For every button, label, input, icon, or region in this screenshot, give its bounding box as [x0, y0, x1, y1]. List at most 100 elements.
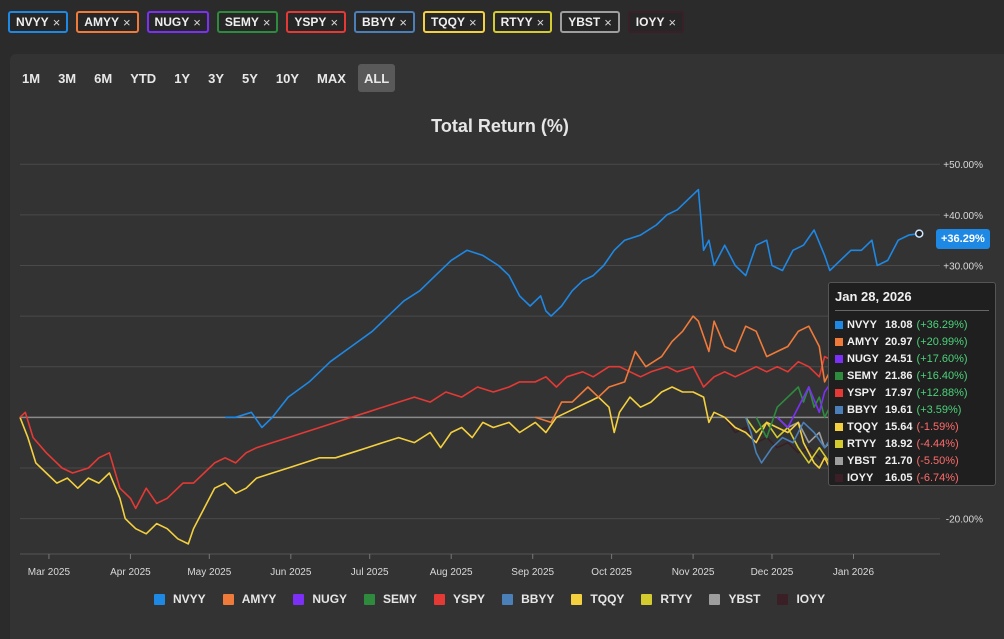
ticker-chip-amyy[interactable]: AMYY ×: [76, 11, 139, 33]
tooltip-change: (+17.60%): [916, 352, 968, 365]
tooltip-ticker: SEMY: [847, 369, 879, 382]
tooltip-swatch: [835, 405, 843, 414]
ticker-chip-label: NVYY: [16, 15, 49, 29]
legend-swatch: [641, 593, 653, 605]
legend-item-nvyy[interactable]: NVYY: [154, 592, 206, 606]
last-point-marker: [914, 229, 924, 238]
y-tick-label: +50.00%: [943, 160, 983, 171]
ticker-chip-semy[interactable]: SEMY ×: [216, 11, 279, 33]
series-line-amyy[interactable]: [535, 310, 888, 424]
tooltip-change: (+12.88%): [916, 386, 968, 399]
remove-ticker-icon[interactable]: ×: [468, 14, 477, 30]
range-button-5y[interactable]: 5Y: [242, 70, 258, 86]
chart-title: Total Return (%): [431, 116, 569, 136]
x-tick-label: Jan 2026: [833, 567, 875, 578]
range-button-max[interactable]: MAX: [317, 70, 346, 86]
legend-item-ybst[interactable]: YBST: [709, 592, 760, 606]
series-line-yspy[interactable]: [19, 350, 889, 510]
legend-swatch: [293, 593, 305, 605]
legend-label: SEMY: [383, 592, 418, 606]
x-tick-label: Jun 2025: [270, 567, 312, 578]
y-tick-label: +40.00%: [943, 211, 983, 222]
legend-item-amyy[interactable]: AMYY: [222, 592, 276, 606]
ticker-chip-label: BBYY: [362, 15, 396, 29]
tooltip-row-tqqy: TQQY 15.64 (-1.59%): [835, 418, 989, 435]
range-button-6m[interactable]: 6M: [94, 70, 113, 86]
range-button-3y[interactable]: 3Y: [208, 70, 224, 86]
remove-ticker-icon[interactable]: ×: [668, 14, 677, 30]
legend-item-tqqy[interactable]: TQQY: [571, 592, 624, 606]
remove-ticker-icon[interactable]: ×: [604, 14, 612, 30]
chart-legend: NVYY AMYY NUGY SEMY YSPY BBYY TQQY RTYY YBST IOYY: [154, 592, 842, 606]
ticker-chip-rtyy[interactable]: RTYY ×: [492, 11, 553, 33]
legend-label: RTYY: [660, 592, 693, 606]
tooltip-row-nugy: NUGY 24.51 (+17.60%): [835, 350, 989, 367]
legend-item-bbyy[interactable]: BBYY: [502, 592, 554, 606]
legend-swatch: [777, 593, 789, 605]
remove-ticker-icon[interactable]: ×: [330, 14, 339, 30]
series-line-tqqy[interactable]: [19, 386, 888, 545]
ticker-chip-label: TQQY: [430, 15, 465, 29]
remove-ticker-icon[interactable]: ×: [193, 14, 201, 30]
y-tick-label: +30.00%: [943, 261, 983, 272]
remove-ticker-icon[interactable]: ×: [536, 14, 545, 30]
tooltip-value: 19.61: [885, 403, 913, 416]
legend-label: NUGY: [312, 592, 348, 606]
x-tick-label: Jul 2025: [351, 567, 389, 578]
tooltip-value: 17.97: [885, 386, 913, 399]
ticker-chip-label: SEMY: [224, 15, 259, 29]
ticker-chip-bbyy[interactable]: BBYY ×: [354, 11, 415, 33]
tooltip-swatch: [835, 388, 843, 397]
range-button-10y[interactable]: 10Y: [275, 70, 300, 86]
ticker-chip-ybst[interactable]: YBST ×: [560, 11, 620, 33]
x-tick-label: Sep 2025: [511, 567, 554, 578]
legend-label: NVYY: [173, 592, 206, 606]
ticker-chip-label: IOYY: [635, 15, 665, 29]
tooltip-change: (-6.74%): [916, 471, 959, 484]
legend-swatch: [571, 593, 583, 605]
legend-label: YBST: [728, 592, 761, 606]
range-button-ytd[interactable]: YTD: [130, 70, 157, 86]
range-button-3m[interactable]: 3M: [58, 70, 77, 86]
remove-ticker-icon[interactable]: ×: [52, 14, 61, 30]
tooltip-row-rtyy: RTYY 18.92 (-4.44%): [835, 435, 989, 452]
ticker-chip-yspy[interactable]: YSPY ×: [286, 11, 347, 33]
legend-swatch: [222, 593, 234, 605]
legend-item-yspy[interactable]: YSPY: [434, 592, 485, 606]
ticker-chip-nvyy[interactable]: NVYY ×: [8, 11, 69, 33]
legend-label: BBYY: [521, 592, 555, 606]
ticker-chip-label: RTYY: [500, 15, 533, 29]
range-button-1y[interactable]: 1Y: [174, 70, 191, 86]
remove-ticker-icon[interactable]: ×: [399, 14, 407, 30]
tooltip-change: (-4.44%): [916, 437, 959, 450]
tooltip-row-nvyy: NVYY 18.08 (+36.29%): [835, 316, 989, 333]
tooltip-swatch: [835, 439, 843, 448]
legend-label: TQQY: [590, 592, 625, 606]
tooltip-ticker: NVYY: [847, 318, 877, 331]
ticker-chip-nugy[interactable]: NUGY ×: [146, 11, 209, 33]
legend-item-semy[interactable]: SEMY: [364, 592, 417, 606]
tooltip-row-amyy: AMYY 20.97 (+20.99%): [835, 333, 989, 350]
range-button-1m[interactable]: 1M: [22, 70, 41, 86]
legend-item-rtyy[interactable]: RTYY: [641, 592, 692, 606]
tooltip-value: 18.08: [885, 318, 913, 331]
x-tick-label: Apr 2025: [110, 567, 151, 578]
ticker-chip-label: AMYY: [84, 15, 119, 29]
legend-item-ioyy[interactable]: IOYY: [777, 592, 825, 606]
tooltip-swatch: [835, 456, 843, 465]
legend-item-nugy[interactable]: NUGY: [293, 592, 347, 606]
x-tick-label: Dec 2025: [751, 567, 794, 578]
series-line-nvyy[interactable]: [225, 188, 920, 429]
tooltip-ticker: YBST: [847, 454, 877, 467]
tooltip-swatch: [835, 337, 843, 346]
ticker-chip-tqqy[interactable]: TQQY ×: [422, 11, 485, 33]
legend-swatch: [502, 593, 514, 605]
remove-ticker-icon[interactable]: ×: [262, 14, 271, 30]
ticker-chip-ioyy[interactable]: IOYY ×: [627, 11, 685, 33]
x-tick-label: Mar 2025: [28, 567, 71, 578]
tooltip-swatch: [835, 422, 843, 431]
range-button-all[interactable]: ALL: [357, 64, 396, 92]
tooltip-ticker: BBYY: [847, 403, 878, 416]
tooltip-change: (+20.99%): [916, 335, 968, 348]
remove-ticker-icon[interactable]: ×: [122, 14, 131, 30]
